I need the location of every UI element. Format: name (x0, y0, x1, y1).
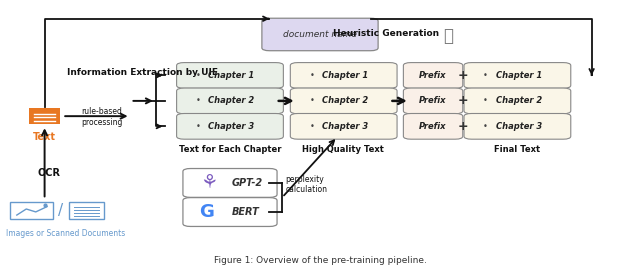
Text: +: + (458, 120, 468, 133)
Text: Heuristic Generation: Heuristic Generation (333, 29, 439, 38)
FancyBboxPatch shape (29, 108, 60, 124)
Text: •: • (196, 96, 200, 105)
Text: Chapter 3: Chapter 3 (322, 122, 368, 131)
Text: Information Extraction by UIE: Information Extraction by UIE (67, 68, 218, 77)
Text: Figure 1: Overview of the pre-training pipeline.: Figure 1: Overview of the pre-training p… (214, 256, 426, 265)
Text: •: • (483, 71, 488, 80)
Text: •: • (483, 96, 488, 105)
Text: perplexity
calculation: perplexity calculation (285, 175, 327, 195)
Text: Chapter 2: Chapter 2 (495, 96, 542, 105)
Text: Chapter 1: Chapter 1 (322, 71, 368, 80)
FancyBboxPatch shape (177, 113, 284, 139)
Text: GPT-2: GPT-2 (232, 178, 262, 188)
FancyBboxPatch shape (177, 88, 284, 114)
Text: Images or Scanned Documents: Images or Scanned Documents (6, 229, 125, 238)
Text: OCR: OCR (37, 168, 60, 178)
FancyBboxPatch shape (403, 88, 463, 114)
FancyBboxPatch shape (464, 113, 571, 139)
Text: BERT: BERT (232, 207, 259, 217)
Text: •: • (309, 71, 314, 80)
Text: Final Text: Final Text (494, 145, 540, 154)
Text: Chapter 3: Chapter 3 (208, 122, 255, 131)
Text: Chapter 1: Chapter 1 (208, 71, 255, 80)
Text: /: / (58, 203, 63, 218)
Text: Prefix: Prefix (419, 122, 447, 131)
FancyBboxPatch shape (403, 113, 463, 139)
Text: High Quality Text: High Quality Text (303, 145, 384, 154)
FancyBboxPatch shape (403, 63, 463, 88)
FancyBboxPatch shape (183, 198, 277, 226)
Text: •: • (196, 122, 200, 131)
Text: •: • (309, 122, 314, 131)
FancyBboxPatch shape (177, 63, 284, 88)
Text: +: + (458, 94, 468, 107)
FancyBboxPatch shape (183, 169, 277, 197)
FancyBboxPatch shape (291, 113, 397, 139)
Text: •: • (196, 71, 200, 80)
Text: Chapter 2: Chapter 2 (208, 96, 255, 105)
Text: Prefix: Prefix (419, 96, 447, 105)
Text: Chapter 3: Chapter 3 (495, 122, 542, 131)
Text: document name: document name (283, 30, 357, 39)
Text: Chapter 1: Chapter 1 (495, 71, 542, 80)
Text: Text: Text (33, 132, 56, 143)
FancyBboxPatch shape (291, 88, 397, 114)
Text: rule-based
processing: rule-based processing (81, 107, 123, 126)
Text: Chapter 2: Chapter 2 (322, 96, 368, 105)
FancyBboxPatch shape (464, 63, 571, 88)
FancyBboxPatch shape (262, 18, 378, 51)
FancyBboxPatch shape (291, 63, 397, 88)
Text: ⚘: ⚘ (200, 173, 218, 192)
Text: Prefix: Prefix (419, 71, 447, 80)
Text: 🧠: 🧠 (443, 27, 453, 45)
Text: •: • (483, 122, 488, 131)
Text: Text for Each Chapter: Text for Each Chapter (179, 145, 282, 154)
Text: •: • (309, 96, 314, 105)
Text: +: + (458, 69, 468, 82)
FancyBboxPatch shape (464, 88, 571, 114)
Text: G: G (198, 203, 214, 221)
